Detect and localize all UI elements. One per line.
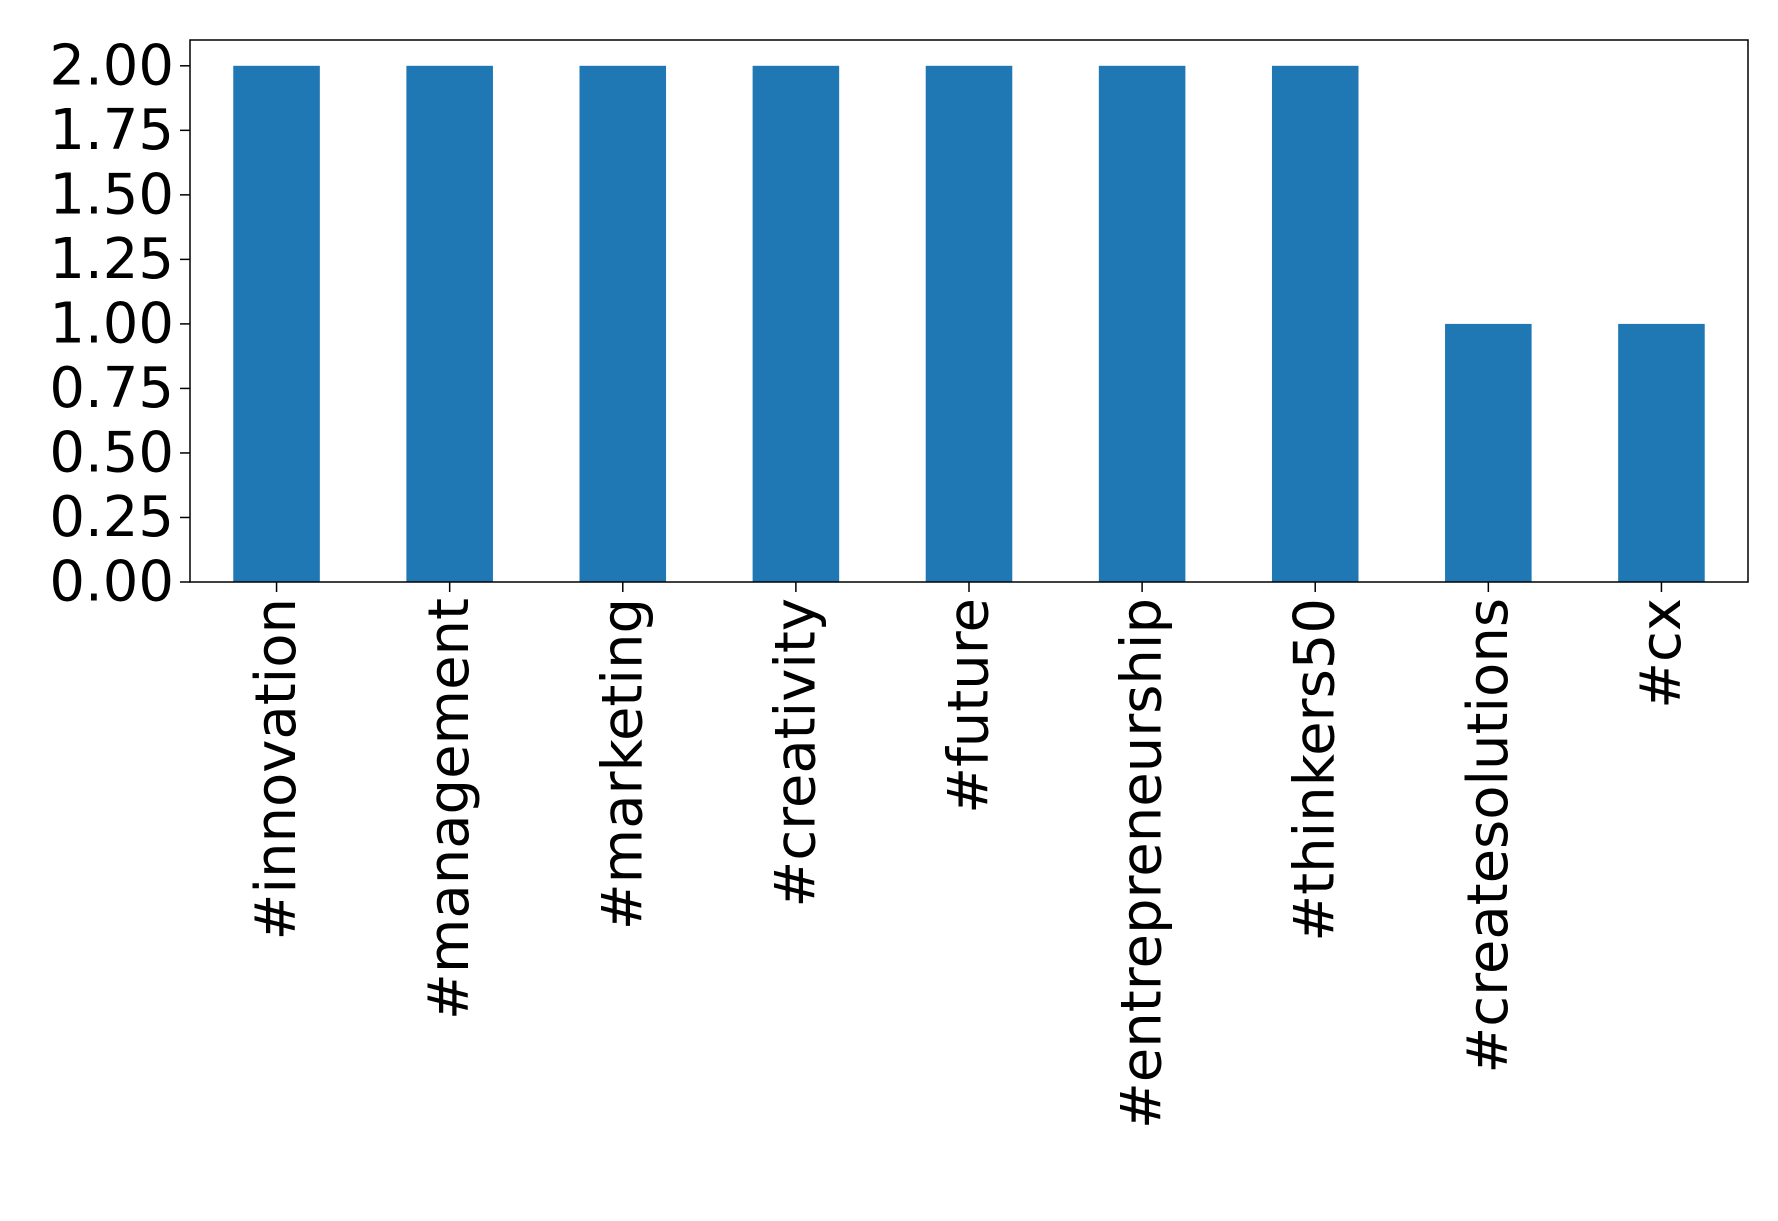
bar-future (925, 65, 1013, 583)
y-tick-label: 1.50 (49, 162, 174, 227)
x-tick-label: #entrepreneurship (1110, 598, 1175, 1129)
x-axis: #innovation #management #marketing #creativ… (244, 582, 1694, 1129)
x-tick-label: #createsolutions (1456, 598, 1521, 1074)
bar-management (406, 65, 493, 583)
bar-entrepreneurship (1098, 65, 1186, 583)
plot-frame (189, 39, 1749, 583)
bar-createsolutions (1445, 323, 1532, 582)
bar-innovation (233, 65, 320, 583)
y-tick-label: 1.00 (49, 291, 174, 356)
x-tick-label: #creativity (763, 598, 828, 908)
bar-creativity (752, 65, 840, 583)
x-tick-label: #management (417, 598, 482, 1020)
bar-thinkers50 (1271, 65, 1359, 583)
bar-cx (1618, 323, 1705, 582)
y-tick-label: 1.75 (49, 98, 174, 163)
y-tick-label: 0.00 (49, 550, 174, 615)
y-tick-label: 0.50 (49, 420, 174, 485)
x-tick-label: #marketing (590, 598, 655, 930)
x-tick-label: #cx (1629, 598, 1694, 709)
bar-marketing (579, 65, 667, 583)
y-axis: 0.000.250.500.751.001.251.501.752.00 (49, 33, 190, 615)
bars-group (233, 65, 1705, 583)
y-tick-label: 1.25 (49, 227, 174, 292)
x-tick-label: #thinkers50 (1283, 598, 1348, 942)
y-tick-label: 2.00 (49, 33, 174, 98)
y-tick-label: 0.25 (49, 485, 174, 550)
y-tick-label: 0.75 (49, 356, 174, 421)
x-tick-label: #future (937, 598, 1002, 814)
x-tick-label: #innovation (244, 598, 309, 940)
